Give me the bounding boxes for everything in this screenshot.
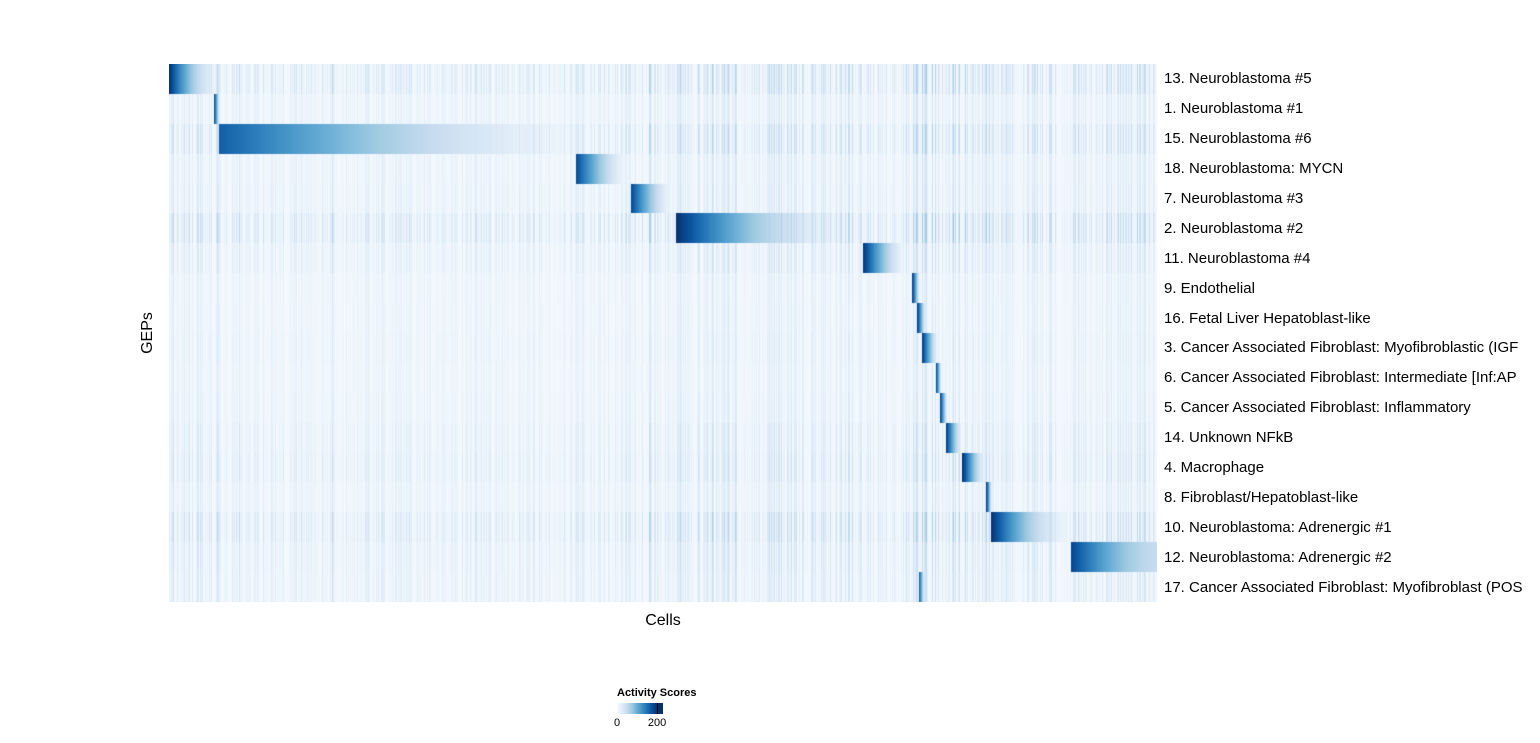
row-label-16: 10. Neuroblastoma: Adrenergic #1 — [1164, 518, 1392, 536]
row-label-4: 18. Neuroblastoma: MYCN — [1164, 160, 1344, 178]
legend-tick-min: 0 — [613, 717, 621, 729]
legend-tick-max: 200 — [647, 717, 667, 729]
row-label-8: 9. Endothelial — [1164, 279, 1255, 297]
row-label-18: 17. Cancer Associated Fibroblast: Myofib… — [1164, 578, 1523, 596]
row-labels: 13. Neuroblastoma #5 1. Neuroblastoma #1 1… — [1164, 64, 1540, 602]
heatmap-plot — [169, 64, 1157, 602]
colorbar-tick-mark — [657, 703, 659, 714]
row-label-6: 2. Neuroblastoma #2 — [1164, 219, 1304, 237]
colorbar-tick-labels: 0 200 — [613, 714, 667, 729]
x-axis-label: Cells — [645, 612, 681, 629]
y-axis-label: GEPs — [139, 312, 156, 354]
row-label-11: 6. Cancer Associated Fibroblast: Interme… — [1164, 369, 1517, 387]
row-label-10: 3. Cancer Associated Fibroblast: Myofibr… — [1164, 339, 1519, 357]
legend-title: Activity Scores — [617, 687, 697, 699]
row-label-13: 14. Unknown NFkB — [1164, 429, 1294, 447]
row-label-14: 4. Macrophage — [1164, 459, 1265, 477]
row-label-5: 7. Neuroblastoma #3 — [1164, 190, 1304, 207]
row-label-1: 13. Neuroblastoma #5 — [1164, 70, 1312, 88]
row-label-12: 5. Cancer Associated Fibroblast: Inflamm… — [1164, 399, 1471, 417]
heatmap-canvas — [169, 64, 1157, 602]
row-label-7: 11. Neuroblastoma #4 — [1164, 249, 1311, 267]
row-label-15: 8. Fibroblast/Hepatoblast-like — [1164, 488, 1359, 506]
row-label-3: 15. Neuroblastoma #6 — [1164, 130, 1312, 148]
row-label-17: 12. Neuroblastoma: Adrenergic #2 — [1164, 548, 1392, 566]
row-label-2: 1. Neuroblastoma #1 — [1164, 100, 1304, 118]
row-label-9: 16. Fetal Liver Hepatoblast-like — [1164, 309, 1371, 327]
colorbar-gradient — [617, 703, 663, 714]
colorbar-legend: Activity Scores 0 200 — [613, 687, 747, 729]
